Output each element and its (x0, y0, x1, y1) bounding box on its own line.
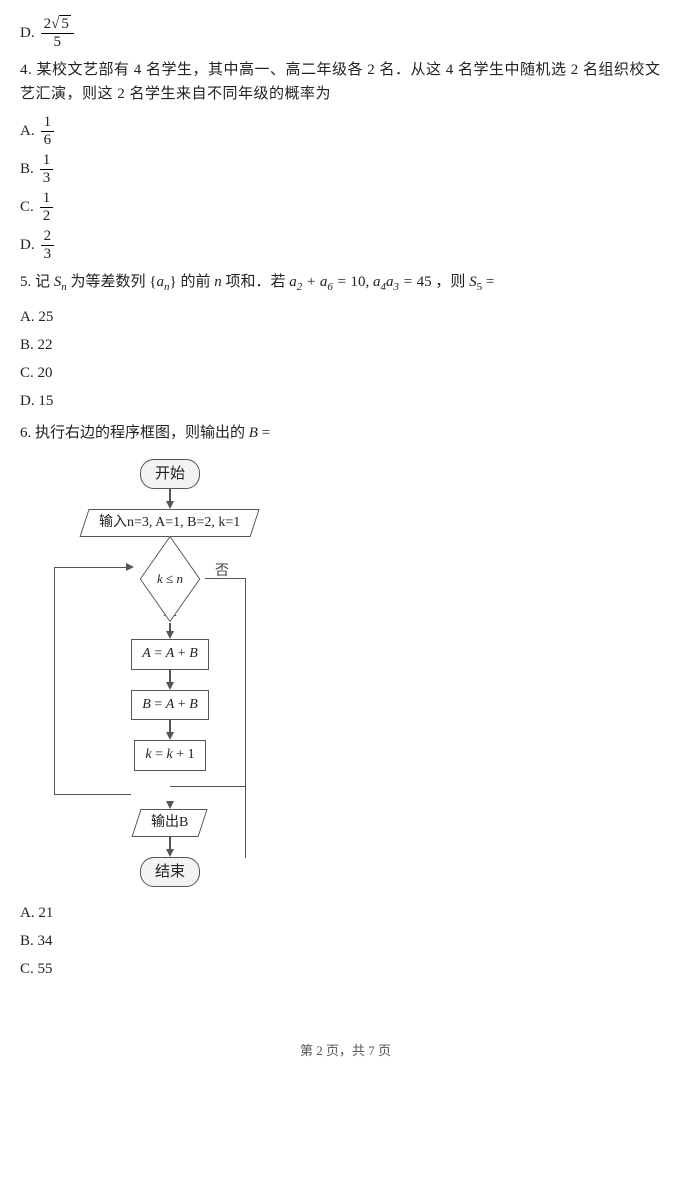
sub: n (61, 281, 67, 293)
q5-option-d: D. 15 (20, 389, 671, 413)
q5-option-c: C. 20 (20, 361, 671, 385)
fc-end: 结束 (140, 857, 200, 887)
fc-output-text: 输出B (151, 812, 188, 834)
text: 6. 执行右边的程序框图，则输出的 (20, 425, 249, 441)
q5-text: 5. 记 Sn 为等差数列 {an} 的前 n 项和．若 a2 + a6 = 1… (20, 270, 671, 297)
q4-option-c: C. 12 (20, 190, 671, 224)
var-an: a (156, 274, 164, 290)
page-footer: 第 2 页，共 7 页 (20, 1041, 671, 1062)
q6-option-c: C. 55 (20, 957, 671, 981)
var-n: n (214, 274, 222, 290)
q4-option-d: D. 23 (20, 228, 671, 262)
condition: a2 + a6 = 10, a4a3 = 45 (289, 274, 431, 290)
text: 的前 (180, 274, 214, 290)
brace: } (169, 274, 176, 290)
fc-step3: k = k + 1 (134, 740, 205, 770)
option-label: D. (20, 233, 35, 257)
q4-option-b: B. 13 (20, 152, 671, 186)
q3-option-d: D. 25 5 (20, 16, 671, 50)
q6-option-a: A. 21 (20, 901, 671, 925)
fc-decision: k ≤ n (134, 557, 206, 599)
fc-output: 输出B (132, 809, 209, 837)
option-label: D. (20, 21, 35, 45)
q6-text: 6. 执行右边的程序框图，则输出的 B = (20, 421, 671, 445)
fc-step2: B = A + B (131, 690, 209, 720)
flowchart: 开始 输入n=3, A=1, B=2, k=1 k ≤ n 否 是 A = A … (50, 459, 671, 887)
sub: 5 (477, 281, 483, 293)
fraction: 23 (41, 228, 55, 262)
fc-input-text: 输入n=3, A=1, B=2, k=1 (99, 512, 240, 534)
q5-option-a: A. 25 (20, 305, 671, 329)
q6-option-b: B. 34 (20, 929, 671, 953)
option-label: C. (20, 195, 34, 219)
fraction: 13 (40, 152, 54, 186)
eq: = (486, 274, 494, 290)
q4-option-a: A. 16 (20, 114, 671, 148)
fc-start: 开始 (140, 459, 200, 489)
text: 项和．若 (225, 274, 289, 290)
fraction: 12 (40, 190, 54, 224)
fraction: 25 5 (41, 16, 74, 50)
q4-text: 4. 某校文艺部有 4 名学生，其中高一、高二年级各 2 名．从这 4 名学生中… (20, 58, 671, 106)
fc-input: 输入n=3, A=1, B=2, k=1 (80, 509, 260, 537)
fc-step1: A = A + B (131, 639, 209, 669)
option-label: B. (20, 157, 34, 181)
var-s5: S (469, 274, 477, 290)
option-label: A. (20, 119, 35, 143)
text: 为等差数列 (71, 274, 150, 290)
text: ，则 (435, 274, 469, 290)
q5-option-b: B. 22 (20, 333, 671, 357)
var-b: B (249, 425, 258, 441)
fc-no-label: 否 (215, 561, 229, 583)
text: 5. 记 (20, 274, 54, 290)
fraction: 16 (41, 114, 55, 148)
eq: = (262, 425, 270, 441)
